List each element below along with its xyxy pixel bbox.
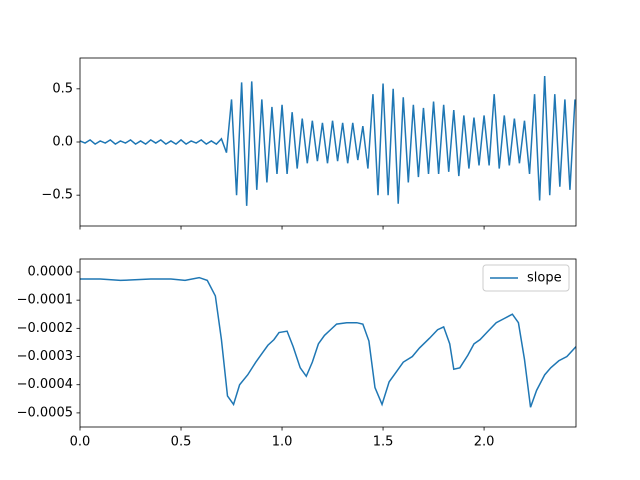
- x-tick-label: 1.0: [272, 435, 293, 450]
- y-tick-label: −0.0003: [17, 349, 73, 364]
- y-tick-label: −0.0005: [17, 405, 73, 420]
- y-tick-label: 0.0000: [28, 264, 74, 279]
- y-tick-label: 0.0: [52, 135, 73, 150]
- y-tick-label: −0.5: [41, 188, 73, 203]
- y-tick-label: 0.5: [52, 81, 73, 96]
- y-tick-label: −0.0002: [17, 321, 73, 336]
- x-tick-label: 0.5: [171, 435, 192, 450]
- legend-box: [482, 264, 570, 292]
- line: [80, 76, 576, 206]
- y-tick-label: −0.0004: [17, 377, 73, 392]
- y-tick-label: −0.0001: [17, 293, 73, 308]
- x-tick-label: 1.5: [373, 435, 394, 450]
- legend-label: slope: [527, 271, 562, 286]
- axes-frame: [79, 258, 577, 428]
- axes-frame: [79, 57, 577, 227]
- x-tick-label: 2.0: [474, 435, 495, 450]
- line: [80, 276, 576, 408]
- x-tick-label: 0.0: [70, 435, 91, 450]
